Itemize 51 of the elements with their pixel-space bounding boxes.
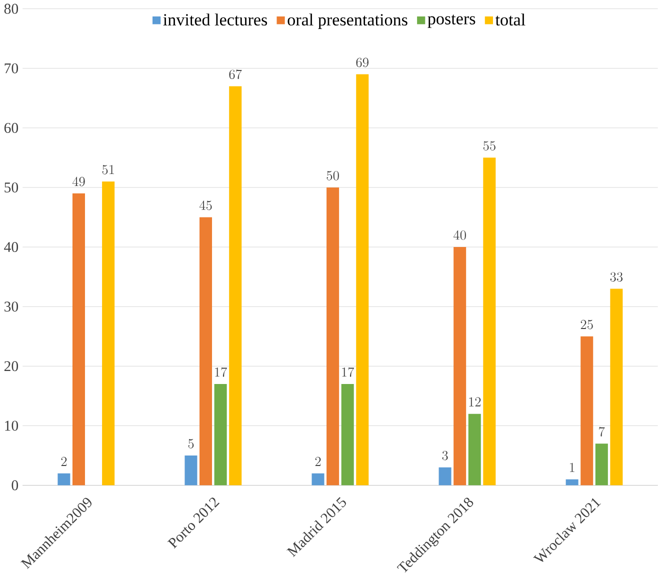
data-label: 12 <box>469 397 481 407</box>
bar <box>483 158 496 486</box>
y-tick-label: 0 <box>12 480 18 490</box>
bar <box>102 182 115 486</box>
data-label: 40 <box>454 230 466 240</box>
data-label: 67 <box>229 70 242 80</box>
legend-label: total <box>495 14 526 26</box>
data-label: 1 <box>570 462 574 472</box>
legend-label: oral presentations <box>288 14 408 30</box>
bar <box>566 479 578 486</box>
bar <box>312 474 324 486</box>
data-label: 49 <box>72 176 85 186</box>
y-tick-label: 80 <box>4 4 18 14</box>
data-label: 17 <box>342 367 354 378</box>
bar <box>610 288 623 486</box>
y-tick-label: 50 <box>4 182 18 193</box>
bar <box>356 74 369 486</box>
bar <box>229 86 242 486</box>
data-label: 3 <box>442 451 448 460</box>
bar <box>214 384 227 486</box>
data-label: 51 <box>102 165 114 174</box>
data-label: 50 <box>326 171 339 180</box>
data-label: 2 <box>61 456 67 466</box>
y-tick-label: 30 <box>4 302 18 312</box>
y-tick-label: 10 <box>5 420 18 431</box>
data-label: 2 <box>315 456 321 466</box>
data-label: 7 <box>599 427 605 437</box>
bar <box>468 414 481 486</box>
legend-label: posters <box>428 14 476 28</box>
data-label: 45 <box>199 200 212 210</box>
data-label: 55 <box>483 141 496 151</box>
bar <box>58 474 70 486</box>
data-label: 25 <box>580 320 593 330</box>
bar <box>200 217 212 486</box>
bar <box>184 456 198 486</box>
data-label: 69 <box>356 58 368 68</box>
bar <box>341 384 354 486</box>
bar <box>326 188 340 486</box>
bar <box>438 468 452 486</box>
y-tick-label: 20 <box>4 361 18 372</box>
y-tick-label: 60 <box>4 123 18 134</box>
bar <box>580 336 594 486</box>
y-tick-label: 70 <box>4 63 18 74</box>
data-label: 33 <box>610 272 623 282</box>
data-label: 5 <box>188 439 194 448</box>
legend-label: invited lectures <box>163 14 268 26</box>
y-tick-label: 40 <box>4 242 18 252</box>
bar <box>454 247 466 486</box>
bar <box>72 194 85 486</box>
bar <box>595 444 608 486</box>
data-label: 17 <box>215 367 228 378</box>
